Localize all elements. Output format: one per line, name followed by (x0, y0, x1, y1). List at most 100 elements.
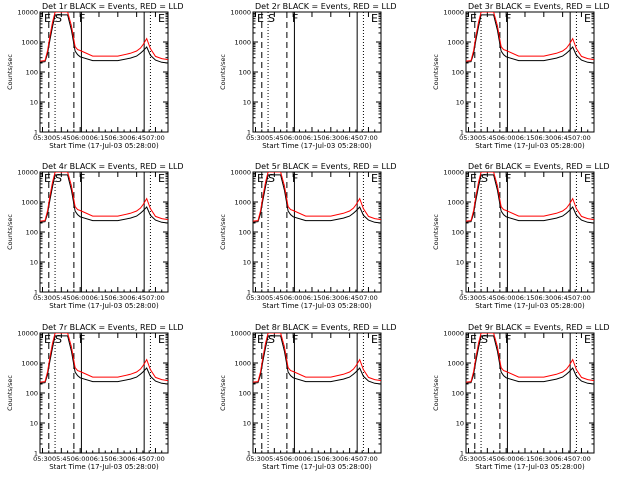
x-tick-label: 06:15 (90, 294, 109, 302)
panel-det-6: Det 6r BLACK = Events, RED = LLD 1 10 100 10… (432, 162, 610, 310)
series-events-line (40, 174, 168, 224)
x-tick-label: 06:45 (553, 294, 572, 302)
y-tick-label: 1 (247, 129, 251, 137)
y-tick-label: 1000 (447, 39, 464, 47)
phase-mark-s: S (55, 172, 62, 185)
x-tick-label: 05:30 (246, 294, 265, 302)
plot-frame (252, 332, 382, 454)
y-tick-label: 10 (243, 259, 251, 267)
x-tick-label: 06:30 (108, 455, 127, 463)
x-tick-label: 05:30 (33, 294, 52, 302)
series-lld-line (40, 12, 168, 62)
x-tick-label: 06:30 (534, 455, 553, 463)
phase-mark-e: E (158, 12, 165, 25)
phase-mark-f: F (79, 172, 85, 185)
y-tick-label: 1 (247, 289, 251, 297)
panel-det-2: Det 2r BLACK = Events, RED = LLD 1 10 100 10… (219, 2, 397, 150)
y-tick-label: 10 (456, 259, 464, 267)
y-tick-label: 1000 (447, 360, 464, 368)
y-tick-label: 1000 (447, 199, 464, 207)
phase-mark-s: S (268, 12, 275, 25)
x-tick-label: 06:30 (108, 134, 127, 142)
panel-title: Det 4r BLACK = Events, RED = LLD (42, 162, 184, 171)
x-tick-label: 07:00 (359, 294, 378, 302)
series-lld-line (253, 333, 381, 383)
series-events-line (40, 14, 168, 64)
y-tick-label: 100 (239, 390, 251, 398)
x-tick-label: 06:15 (516, 294, 535, 302)
phase-mark-s: S (55, 12, 62, 25)
x-tick-label: 06:00 (497, 455, 516, 463)
y-axis-label: Counts/sec (432, 214, 440, 250)
y-tick-label: 100 (452, 390, 464, 398)
x-axis-label: Start Time (17-Jul-03 05:28:00) (475, 302, 585, 310)
x-tick-label: 05:45 (265, 294, 284, 302)
panel-det-7: Det 7r BLACK = Events, RED = LLD 1 10 100 10… (6, 323, 184, 471)
phase-mark-e: E (470, 12, 477, 25)
x-tick-label: 05:45 (478, 134, 497, 142)
y-tick-label: 1000 (234, 199, 251, 207)
x-tick-label: 06:45 (340, 294, 359, 302)
phase-mark-s: S (55, 333, 62, 346)
y-tick-label: 1000 (234, 39, 251, 47)
panel-title: Det 7r BLACK = Events, RED = LLD (42, 323, 184, 332)
x-axis-label: Start Time (17-Jul-03 05:28:00) (262, 463, 372, 471)
phase-mark-e: E (584, 333, 591, 346)
panel-title: Det 3r BLACK = Events, RED = LLD (468, 2, 610, 11)
x-tick-label: 05:45 (52, 455, 71, 463)
x-axis-label: Start Time (17-Jul-03 05:28:00) (49, 463, 159, 471)
phase-mark-e: E (371, 333, 378, 346)
y-tick-label: 10 (30, 99, 38, 107)
x-tick-label: 06:45 (127, 134, 146, 142)
x-tick-label: 06:00 (71, 294, 90, 302)
phase-mark-e: E (44, 12, 51, 25)
y-axis-label: Counts/sec (432, 375, 440, 411)
x-tick-label: 05:45 (478, 455, 497, 463)
panel-det-9: Det 9r BLACK = Events, RED = LLD 1 10 100 10… (432, 323, 610, 471)
x-tick-label: 05:30 (246, 134, 265, 142)
x-tick-label: 06:00 (497, 294, 516, 302)
x-axis-label: Start Time (17-Jul-03 05:28:00) (475, 142, 585, 150)
x-tick-label: 06:45 (340, 455, 359, 463)
x-tick-label: 05:45 (52, 294, 71, 302)
x-axis-label: Start Time (17-Jul-03 05:28:00) (262, 142, 372, 150)
x-tick-label: 06:30 (108, 294, 127, 302)
phase-mark-e: E (470, 172, 477, 185)
y-tick-label: 1 (460, 450, 464, 458)
y-tick-label: 10 (243, 99, 251, 107)
x-tick-label: 06:15 (90, 134, 109, 142)
phase-mark-f: F (505, 12, 511, 25)
x-tick-label: 06:45 (127, 294, 146, 302)
series-lld-line (466, 172, 594, 222)
x-tick-label: 05:45 (52, 134, 71, 142)
y-tick-label: 100 (452, 69, 464, 77)
series-events-line (466, 14, 594, 64)
panel-title: Det 8r BLACK = Events, RED = LLD (255, 323, 397, 332)
y-tick-label: 1 (460, 289, 464, 297)
x-tick-label: 07:00 (359, 455, 378, 463)
x-tick-label: 05:30 (246, 455, 265, 463)
phase-mark-e: E (257, 333, 264, 346)
phase-mark-f: F (505, 172, 511, 185)
y-tick-label: 100 (239, 229, 251, 237)
phase-mark-e: E (44, 333, 51, 346)
x-tick-label: 05:30 (459, 134, 478, 142)
x-tick-label: 07:00 (146, 455, 165, 463)
x-tick-label: 06:45 (340, 134, 359, 142)
phase-mark-s: S (481, 333, 488, 346)
x-tick-label: 05:45 (265, 134, 284, 142)
panel-det-3: Det 3r BLACK = Events, RED = LLD 1 10 100 10… (432, 2, 610, 150)
x-tick-label: 07:00 (146, 134, 165, 142)
y-tick-label: 1 (34, 129, 38, 137)
plot-frame (252, 171, 382, 293)
panel-det-4: Det 4r BLACK = Events, RED = LLD 1 10 100 10… (6, 162, 184, 310)
plot-frame (252, 11, 382, 133)
y-tick-label: 1 (34, 450, 38, 458)
x-tick-label: 07:00 (359, 134, 378, 142)
phase-mark-e: E (470, 333, 477, 346)
y-tick-label: 10000 (230, 169, 251, 177)
x-tick-label: 06:45 (127, 455, 146, 463)
y-tick-label: 10000 (443, 330, 464, 338)
y-axis-label: Counts/sec (219, 214, 227, 250)
x-tick-label: 06:15 (516, 134, 535, 142)
